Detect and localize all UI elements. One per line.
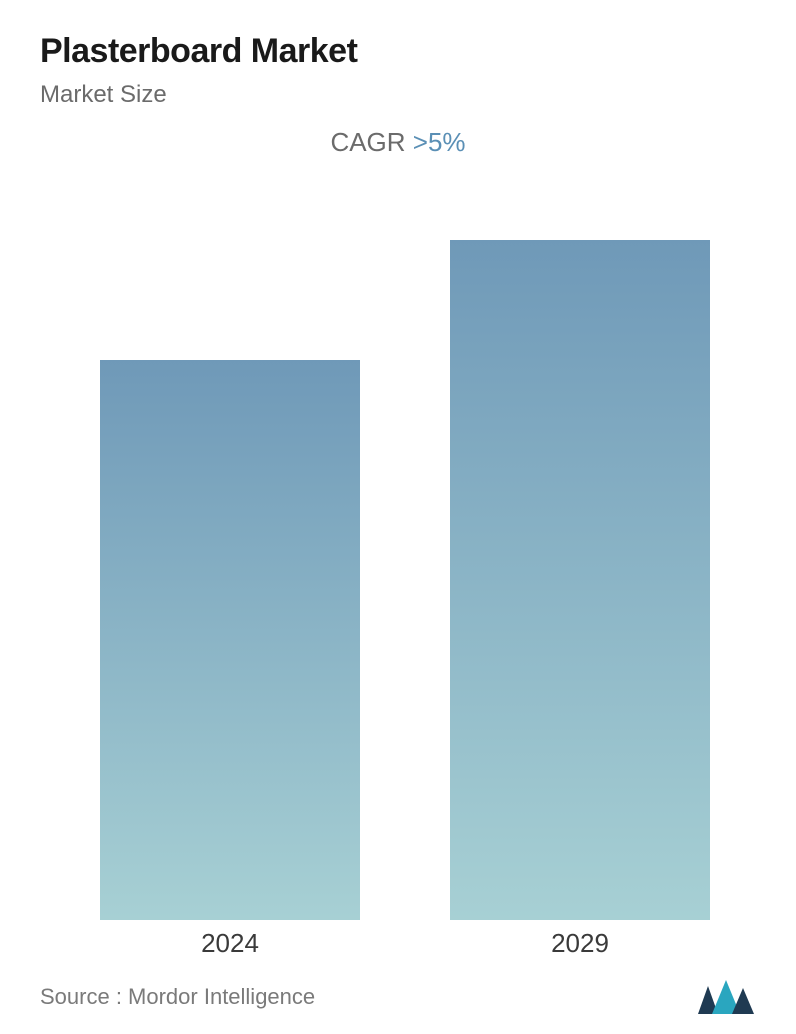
cagr-value: >5% [413, 127, 466, 157]
bar-2029 [450, 240, 710, 920]
cagr-row: CAGR >5% [40, 127, 756, 158]
brand-logo-icon [696, 978, 756, 1016]
chart-container: Plasterboard Market Market Size CAGR >5%… [0, 0, 796, 1034]
bar-fill [100, 360, 360, 920]
chart-footer: Source : Mordor Intelligence [40, 978, 756, 1016]
bar-2024 [100, 360, 360, 920]
chart-subtitle: Market Size [40, 81, 756, 109]
chart-title: Plasterboard Market [40, 32, 756, 71]
x-label-2024: 2024 [201, 928, 259, 959]
chart-area [0, 200, 796, 920]
bar-fill [450, 240, 710, 920]
source-text: Source : Mordor Intelligence [40, 984, 315, 1010]
cagr-label: CAGR [330, 127, 412, 157]
x-axis-labels: 2024 2029 [0, 928, 796, 968]
x-label-2029: 2029 [551, 928, 609, 959]
